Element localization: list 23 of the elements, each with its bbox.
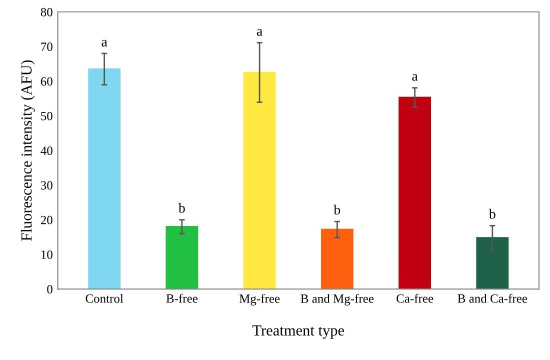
annotation: a bbox=[256, 29, 262, 36]
annotation: a bbox=[102, 40, 108, 46]
y-tick-label: 50 bbox=[41, 112, 52, 120]
y-axis-title: Fluorescence intensity (AFU) bbox=[20, 60, 35, 241]
y-tick-label: 60 bbox=[40, 77, 52, 86]
y-tick-label: 40 bbox=[40, 146, 52, 155]
x-tick-label: B and Mg-free bbox=[300, 294, 374, 306]
x-tick-label: B and Ca-free bbox=[458, 294, 528, 303]
y-tick-label: 70 bbox=[41, 42, 52, 51]
annotation: a bbox=[412, 74, 418, 81]
y-tick-label: 10 bbox=[41, 250, 52, 259]
annotation: b bbox=[334, 204, 340, 215]
y-tick-label: 30 bbox=[40, 181, 52, 190]
x-tick-label: Ca-free bbox=[396, 294, 434, 303]
annotation: b bbox=[488, 208, 496, 219]
y-tick-label: 80 bbox=[40, 8, 52, 16]
x-tick-label: B-free bbox=[166, 294, 198, 303]
x-tick-label: Mg-free bbox=[239, 294, 280, 306]
x-axis-title: Treatment type bbox=[252, 325, 344, 339]
y-tick-label: 20 bbox=[40, 216, 52, 224]
x-tick-label: Control bbox=[86, 294, 124, 303]
y-tick-label: 0 bbox=[47, 285, 52, 294]
annotation: b bbox=[178, 203, 185, 213]
